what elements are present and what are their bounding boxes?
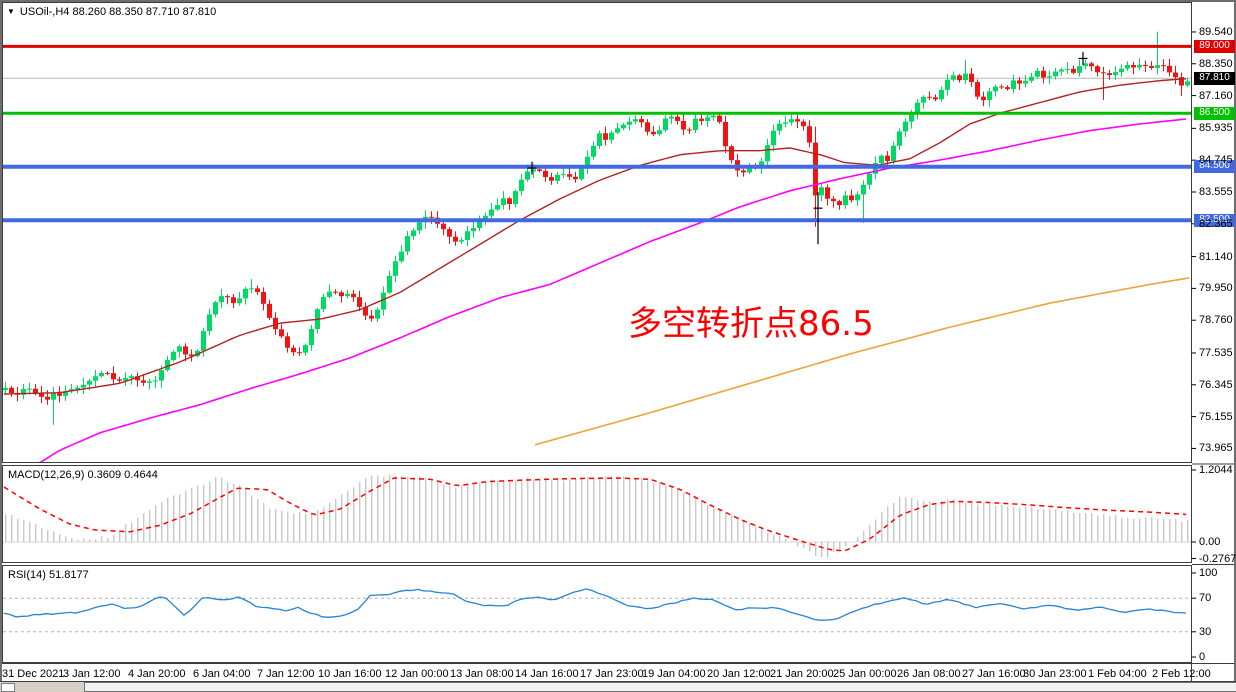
rsi-label: RSI(14) 51.8177 [8, 569, 89, 581]
axis-label: 79.950 [1199, 282, 1233, 295]
time-axis-label: 31 Dec 2021 [2, 668, 65, 680]
price-badge-bid: 87.810 [1194, 71, 1235, 85]
axis-label: 87.160 [1199, 89, 1233, 102]
axis-label: 77.535 [1199, 346, 1233, 359]
scrollbar-left-box[interactable] [1, 683, 15, 692]
time-axis-label: 19 Jan 04:00 [642, 668, 706, 680]
price-badge-support1: 84.500 [1194, 160, 1235, 174]
axis-label: 73.965 [1199, 442, 1233, 455]
axis-label: 0 [1199, 651, 1206, 663]
axis-label: 30 [1199, 625, 1212, 638]
axis-label: 84.745 [1199, 154, 1233, 167]
time-axis-label: 2 Feb 12:00 [1152, 668, 1211, 680]
time-axis-label: 20 Jan 12:00 [707, 668, 771, 680]
axis-label: 75.155 [1199, 410, 1233, 423]
time-axis-label: 4 Jan 20:00 [128, 668, 186, 680]
axis-label: 78.760 [1199, 314, 1233, 327]
collapse-triangle-icon[interactable]: ▼ [7, 7, 15, 16]
axis-label: 1.2044 [1199, 464, 1233, 476]
time-axis-label: 21 Jan 20:00 [770, 668, 834, 680]
axis-label: 89.540 [1199, 25, 1233, 38]
time-axis-label: 12 Jan 00:00 [385, 668, 449, 680]
time-axis-label: 6 Jan 04:00 [193, 668, 251, 680]
time-axis-label: 25 Jan 00:00 [833, 668, 897, 680]
price-badge-resistance: 89.000 [1194, 39, 1235, 53]
macd-label: MACD(12,26,9) 0.3609 0.4644 [8, 469, 158, 481]
time-axis-label: 27 Jan 16:00 [962, 668, 1026, 680]
time-axis-label: 7 Jan 12:00 [257, 668, 315, 680]
axis-label: 100 [1199, 567, 1218, 579]
chart-title: ▼ USOil-,H4 88.260 88.350 87.710 87.810 [7, 6, 216, 18]
price-annotation: 多空转折点86.5 [628, 304, 874, 344]
time-axis-label: 13 Jan 08:00 [450, 668, 514, 680]
horizontal-scrollbar[interactable] [0, 682, 1236, 692]
time-axis-label: 14 Jan 16:00 [515, 668, 579, 680]
time-axis-label: 30 Jan 23:00 [1023, 668, 1087, 680]
time-axis-label: 1 Feb 04:00 [1088, 668, 1147, 680]
time-axis-label: 10 Jan 16:00 [318, 668, 382, 680]
time-axis-label: 17 Jan 23:00 [580, 668, 644, 680]
axis-label: 76.345 [1199, 378, 1233, 391]
axis-label: 83.555 [1199, 185, 1233, 198]
symbol-ohlc-text: USOil-,H4 88.260 88.350 87.710 87.810 [19, 6, 217, 18]
axis-label: 0.00 [1199, 536, 1221, 548]
price-badge-support2: 82.500 [1194, 213, 1235, 227]
price-badge-pivot: 86.500 [1194, 106, 1235, 120]
axis-label: 88.350 [1199, 57, 1233, 70]
axis-label: -0.2767 [1199, 552, 1236, 565]
axis-label: 70 [1199, 592, 1212, 605]
time-axis-label: 3 Jan 12:00 [63, 668, 121, 680]
axis-label: 85.935 [1199, 122, 1233, 135]
axis-label: 82.365 [1199, 217, 1233, 230]
scrollbar-thumb[interactable] [84, 682, 1236, 692]
axis-label: 81.140 [1199, 250, 1233, 263]
time-axis-label: 26 Jan 08:00 [897, 668, 961, 680]
